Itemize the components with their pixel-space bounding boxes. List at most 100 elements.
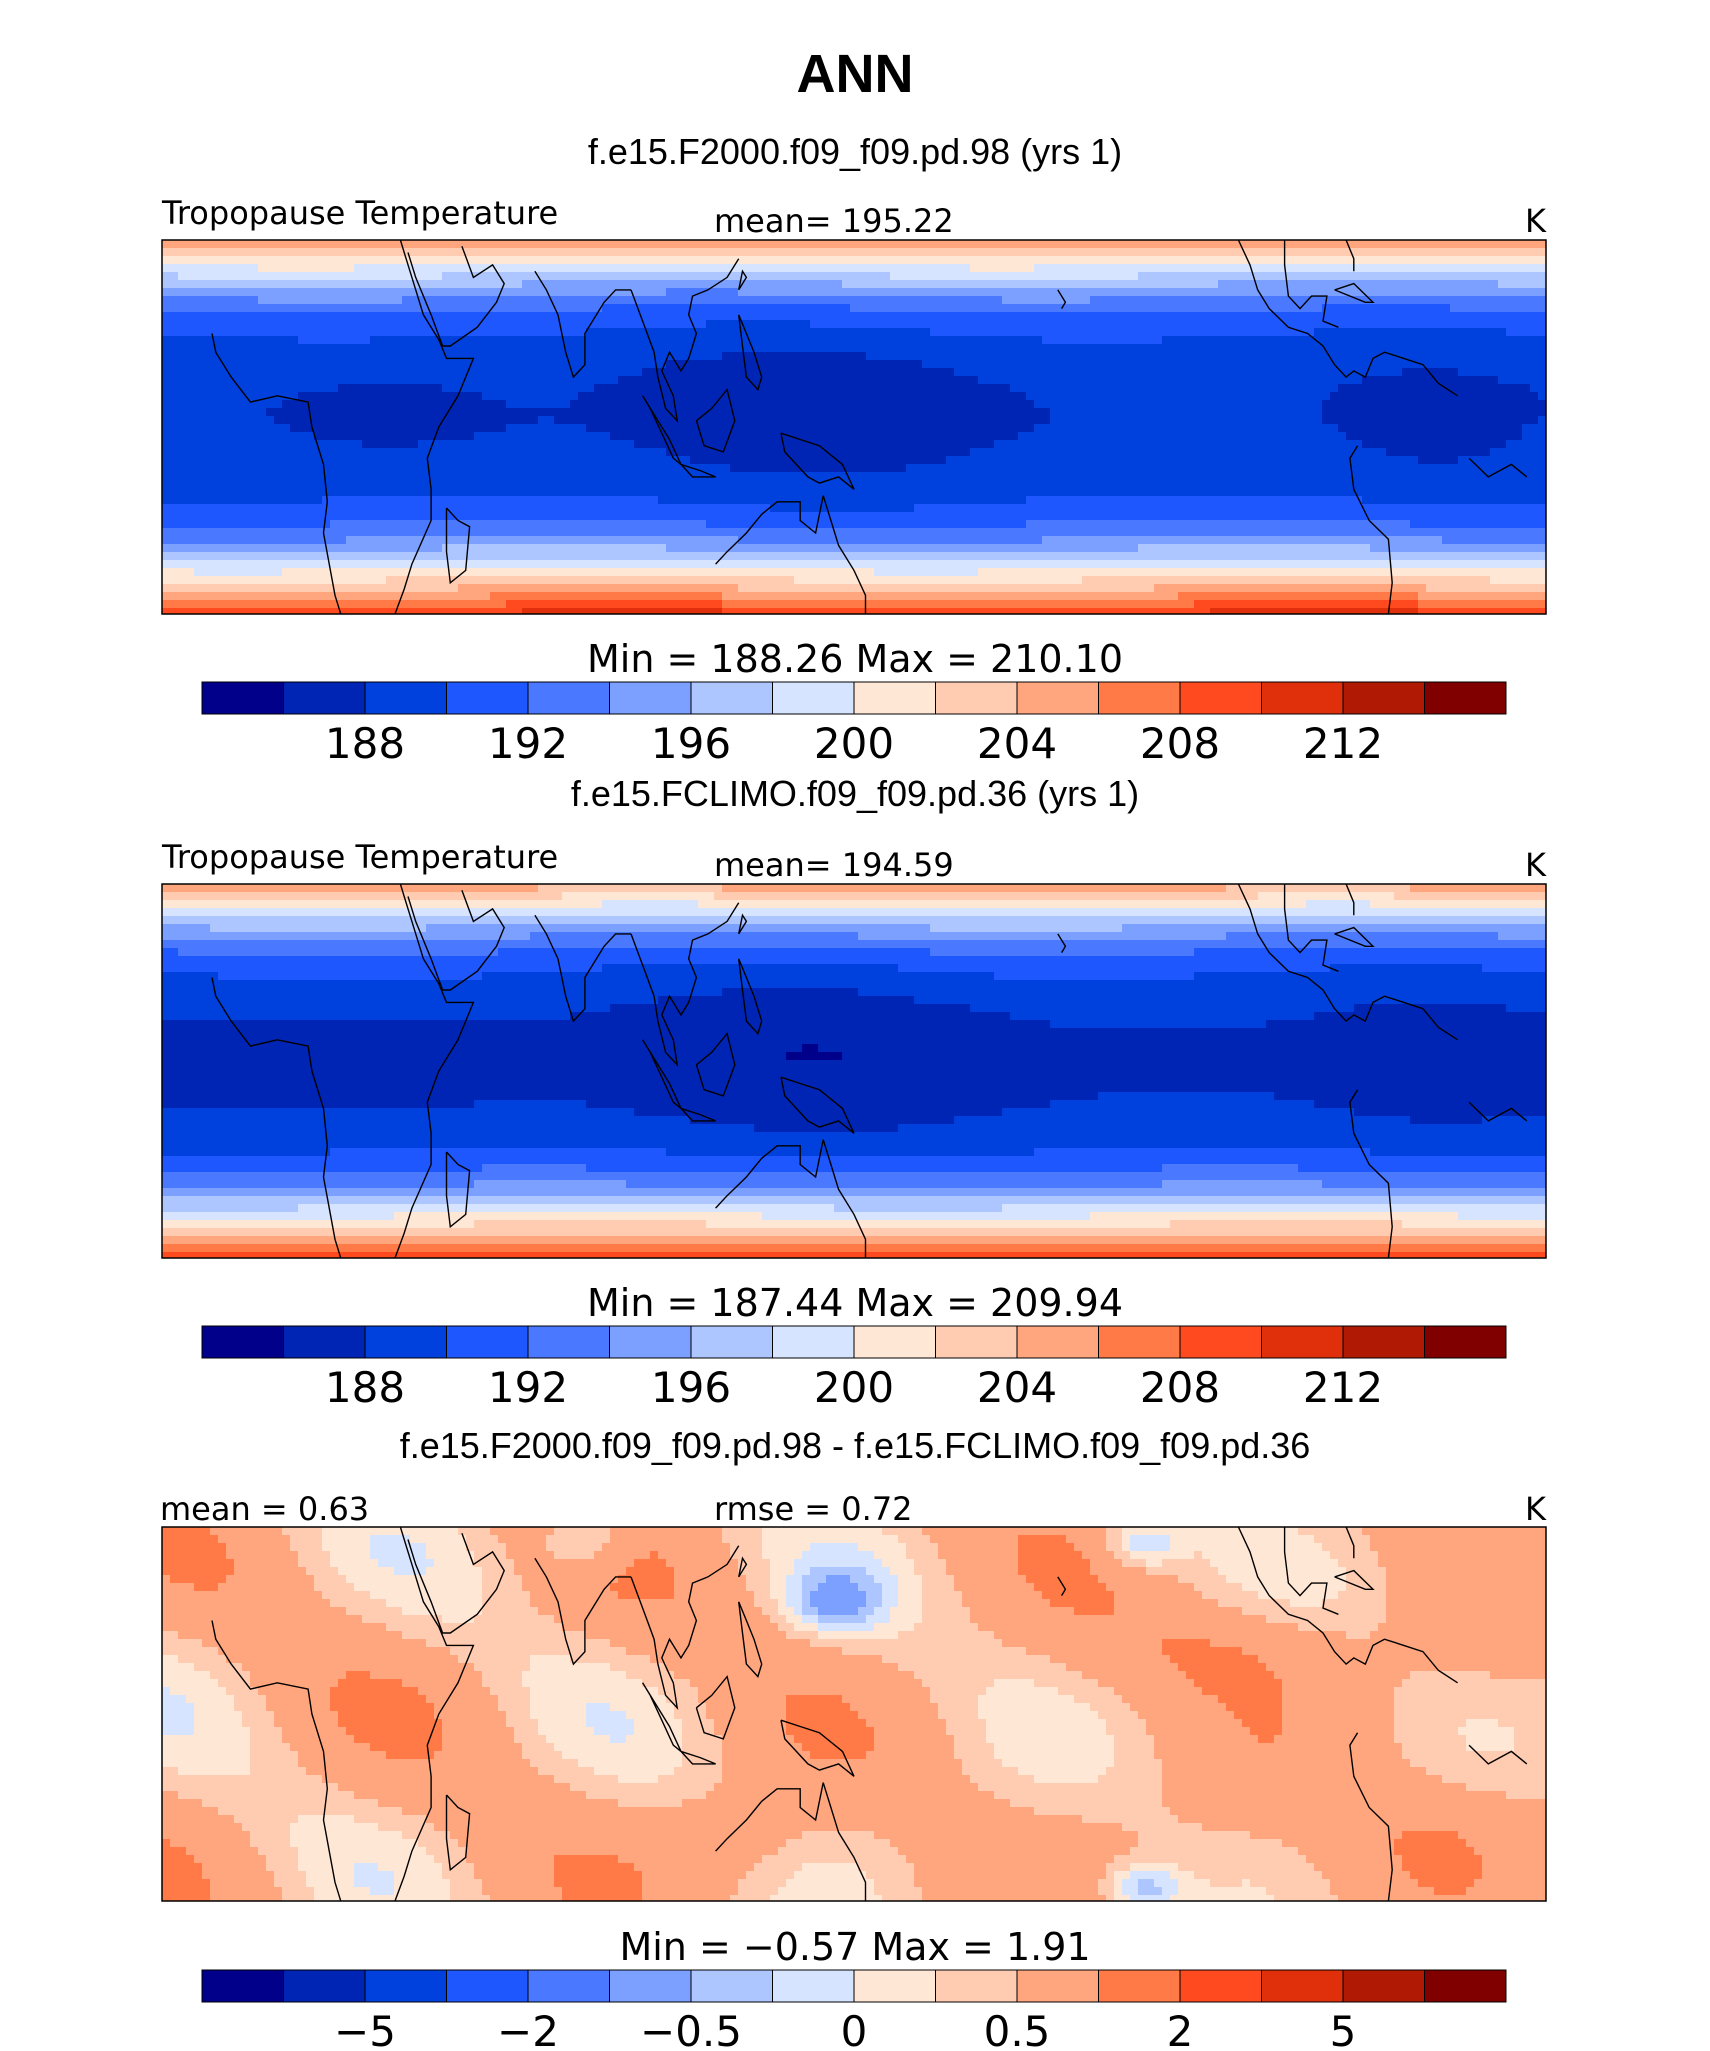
field-cell	[978, 432, 987, 441]
field-cell	[610, 448, 619, 457]
field-cell	[170, 344, 179, 353]
field-cell	[1210, 304, 1219, 313]
field-cell	[178, 408, 187, 417]
field-cell	[954, 320, 963, 329]
field-cell	[218, 272, 227, 281]
field-cell	[242, 352, 251, 361]
field-cell	[1418, 408, 1427, 417]
field-cell	[898, 296, 907, 305]
field-cell	[538, 440, 547, 449]
field-cell	[298, 336, 307, 345]
field-cell	[242, 384, 251, 393]
field-cell	[594, 360, 603, 369]
field-cell	[482, 336, 491, 345]
field-cell	[570, 368, 579, 377]
field-cell	[538, 352, 547, 361]
field-cell	[618, 360, 627, 369]
field-cell	[378, 240, 387, 249]
field-cell	[442, 464, 451, 473]
field-cell	[786, 248, 795, 257]
field-cell	[578, 456, 587, 465]
field-cell	[386, 264, 395, 273]
field-cell	[986, 264, 995, 273]
field-cell	[1202, 464, 1211, 473]
field-cell	[698, 328, 707, 337]
field-cell	[538, 296, 547, 305]
field-cell	[458, 296, 467, 305]
field-cell	[626, 376, 635, 385]
field-cell	[594, 376, 603, 385]
field-cell	[1162, 328, 1171, 337]
field-cell	[834, 328, 843, 337]
field-cell	[570, 328, 579, 337]
field-cell	[674, 376, 683, 385]
field-cell	[594, 304, 603, 313]
field-cell	[426, 440, 435, 449]
field-cell	[314, 440, 323, 449]
field-cell	[1186, 392, 1195, 401]
field-cell	[1482, 280, 1491, 289]
field-cell	[658, 464, 667, 473]
field-cell	[530, 376, 539, 385]
field-cell	[162, 424, 171, 433]
field-cell	[586, 248, 595, 257]
field-cell	[938, 384, 947, 393]
field-cell	[1154, 296, 1163, 305]
field-cell	[194, 336, 203, 345]
field-cell	[1538, 336, 1546, 345]
field-cell	[906, 344, 915, 353]
field-cell	[490, 448, 499, 457]
field-cell	[394, 424, 403, 433]
field-cell	[482, 464, 491, 473]
field-cell	[1530, 256, 1539, 265]
field-cell	[690, 264, 699, 273]
field-cell	[1138, 464, 1147, 473]
field-cell	[898, 416, 907, 425]
field-cell	[186, 320, 195, 329]
field-cell	[850, 312, 859, 321]
field-cell	[1082, 336, 1091, 345]
field-cell	[578, 256, 587, 265]
field-cell	[530, 392, 539, 401]
field-cell	[1426, 408, 1435, 417]
field-cell	[754, 248, 763, 257]
field-cell	[938, 464, 947, 473]
field-cell	[1338, 456, 1347, 465]
field-cell	[994, 240, 1003, 249]
field-cell	[1210, 392, 1219, 401]
field-cell	[1130, 328, 1139, 337]
field-cell	[1026, 448, 1035, 457]
field-cell	[1074, 288, 1083, 297]
field-cell	[706, 320, 715, 329]
field-cell	[490, 360, 499, 369]
field-cell	[1258, 408, 1267, 417]
field-cell	[1426, 376, 1435, 385]
field-cell	[1538, 288, 1546, 297]
field-cell	[1210, 368, 1219, 377]
field-cell	[818, 408, 827, 417]
field-cell	[1514, 296, 1523, 305]
field-cell	[610, 416, 619, 425]
field-cell	[642, 304, 651, 313]
field-cell	[1354, 320, 1363, 329]
field-cell	[1114, 448, 1123, 457]
field-cell	[778, 352, 787, 361]
field-cell	[690, 272, 699, 281]
field-cell	[1050, 320, 1059, 329]
field-cell	[906, 304, 915, 313]
field-cell	[1098, 456, 1107, 465]
field-cell	[490, 440, 499, 449]
field-cell	[1530, 384, 1539, 393]
field-cell	[618, 272, 627, 281]
field-cell	[1474, 240, 1483, 249]
field-cell	[1018, 392, 1027, 401]
field-cell	[1082, 432, 1091, 441]
field-cell	[1298, 304, 1307, 313]
field-cell	[650, 288, 659, 297]
field-cell	[794, 432, 803, 441]
field-cell	[1154, 368, 1163, 377]
field-cell	[650, 424, 659, 433]
field-cell	[626, 304, 635, 313]
field-cell	[1402, 384, 1411, 393]
field-cell	[514, 256, 523, 265]
